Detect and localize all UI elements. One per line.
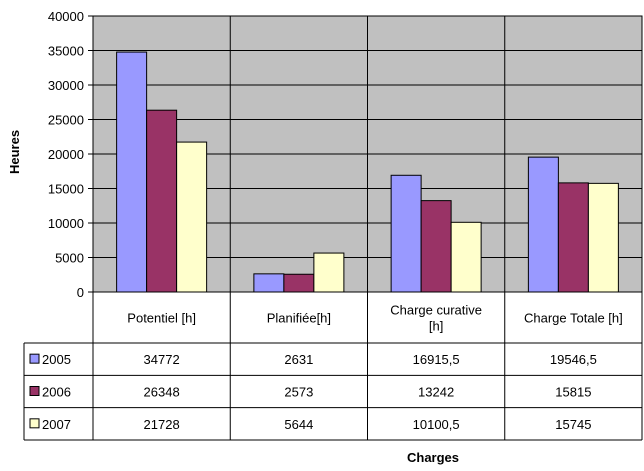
bar (116, 51, 148, 293)
data-label: 15815 (555, 384, 591, 399)
bar (527, 156, 559, 293)
bar (313, 252, 345, 293)
data-label: 13242 (418, 384, 454, 399)
bar (557, 182, 589, 293)
bar (253, 273, 285, 293)
y-tick-label: 35000 (48, 44, 84, 59)
legend-label: 2006 (42, 384, 71, 399)
y-tick-label: 15000 (48, 182, 84, 197)
bar (176, 141, 208, 293)
bar (390, 174, 422, 293)
data-label: 34772 (144, 352, 180, 367)
data-label: 19546,5 (550, 352, 597, 367)
category-label: Potentiel [h] (127, 311, 196, 326)
data-label: 5644 (284, 417, 313, 432)
y-axis: 0 5000 10000 15000 20000 25000 30000 35000 40000 (48, 9, 94, 300)
category-label: Planifiée[h] (267, 311, 331, 326)
bar (450, 221, 482, 293)
legend-label: 2007 (42, 417, 71, 432)
legend-swatch (29, 385, 40, 396)
data-label: 2631 (284, 352, 313, 367)
y-axis-title: Heures (7, 130, 22, 174)
x-axis-title: Charges (407, 450, 459, 465)
y-tick-label: 0 (77, 285, 84, 300)
bar (146, 109, 178, 293)
y-tick-label: 20000 (48, 147, 84, 162)
data-label: 2573 (284, 384, 313, 399)
plot-area (92, 15, 643, 293)
bar (420, 200, 452, 293)
legend-swatch (29, 418, 40, 429)
data-label: 15745 (555, 417, 591, 432)
bar (283, 273, 315, 293)
bar (587, 182, 619, 293)
data-label: 10100,5 (413, 417, 460, 432)
category-label: Charge Totale [h] (524, 311, 623, 326)
legend-label: 2005 (42, 352, 71, 367)
y-tick-label: 30000 (48, 78, 84, 93)
data-label: 26348 (144, 384, 180, 399)
legend-swatch (29, 353, 40, 364)
data-label: 16915,5 (413, 352, 460, 367)
y-tick-label: 10000 (48, 216, 84, 231)
y-tick-label: 40000 (48, 9, 84, 24)
y-tick-label: 5000 (55, 251, 84, 266)
data-table: Potentiel [h] Planifiée[h] Charge curative… (23, 292, 643, 441)
category-label: Charge curative (390, 303, 482, 318)
category-label: [h] (429, 319, 443, 334)
y-tick-label: 25000 (48, 113, 84, 128)
data-label: 21728 (144, 417, 180, 432)
